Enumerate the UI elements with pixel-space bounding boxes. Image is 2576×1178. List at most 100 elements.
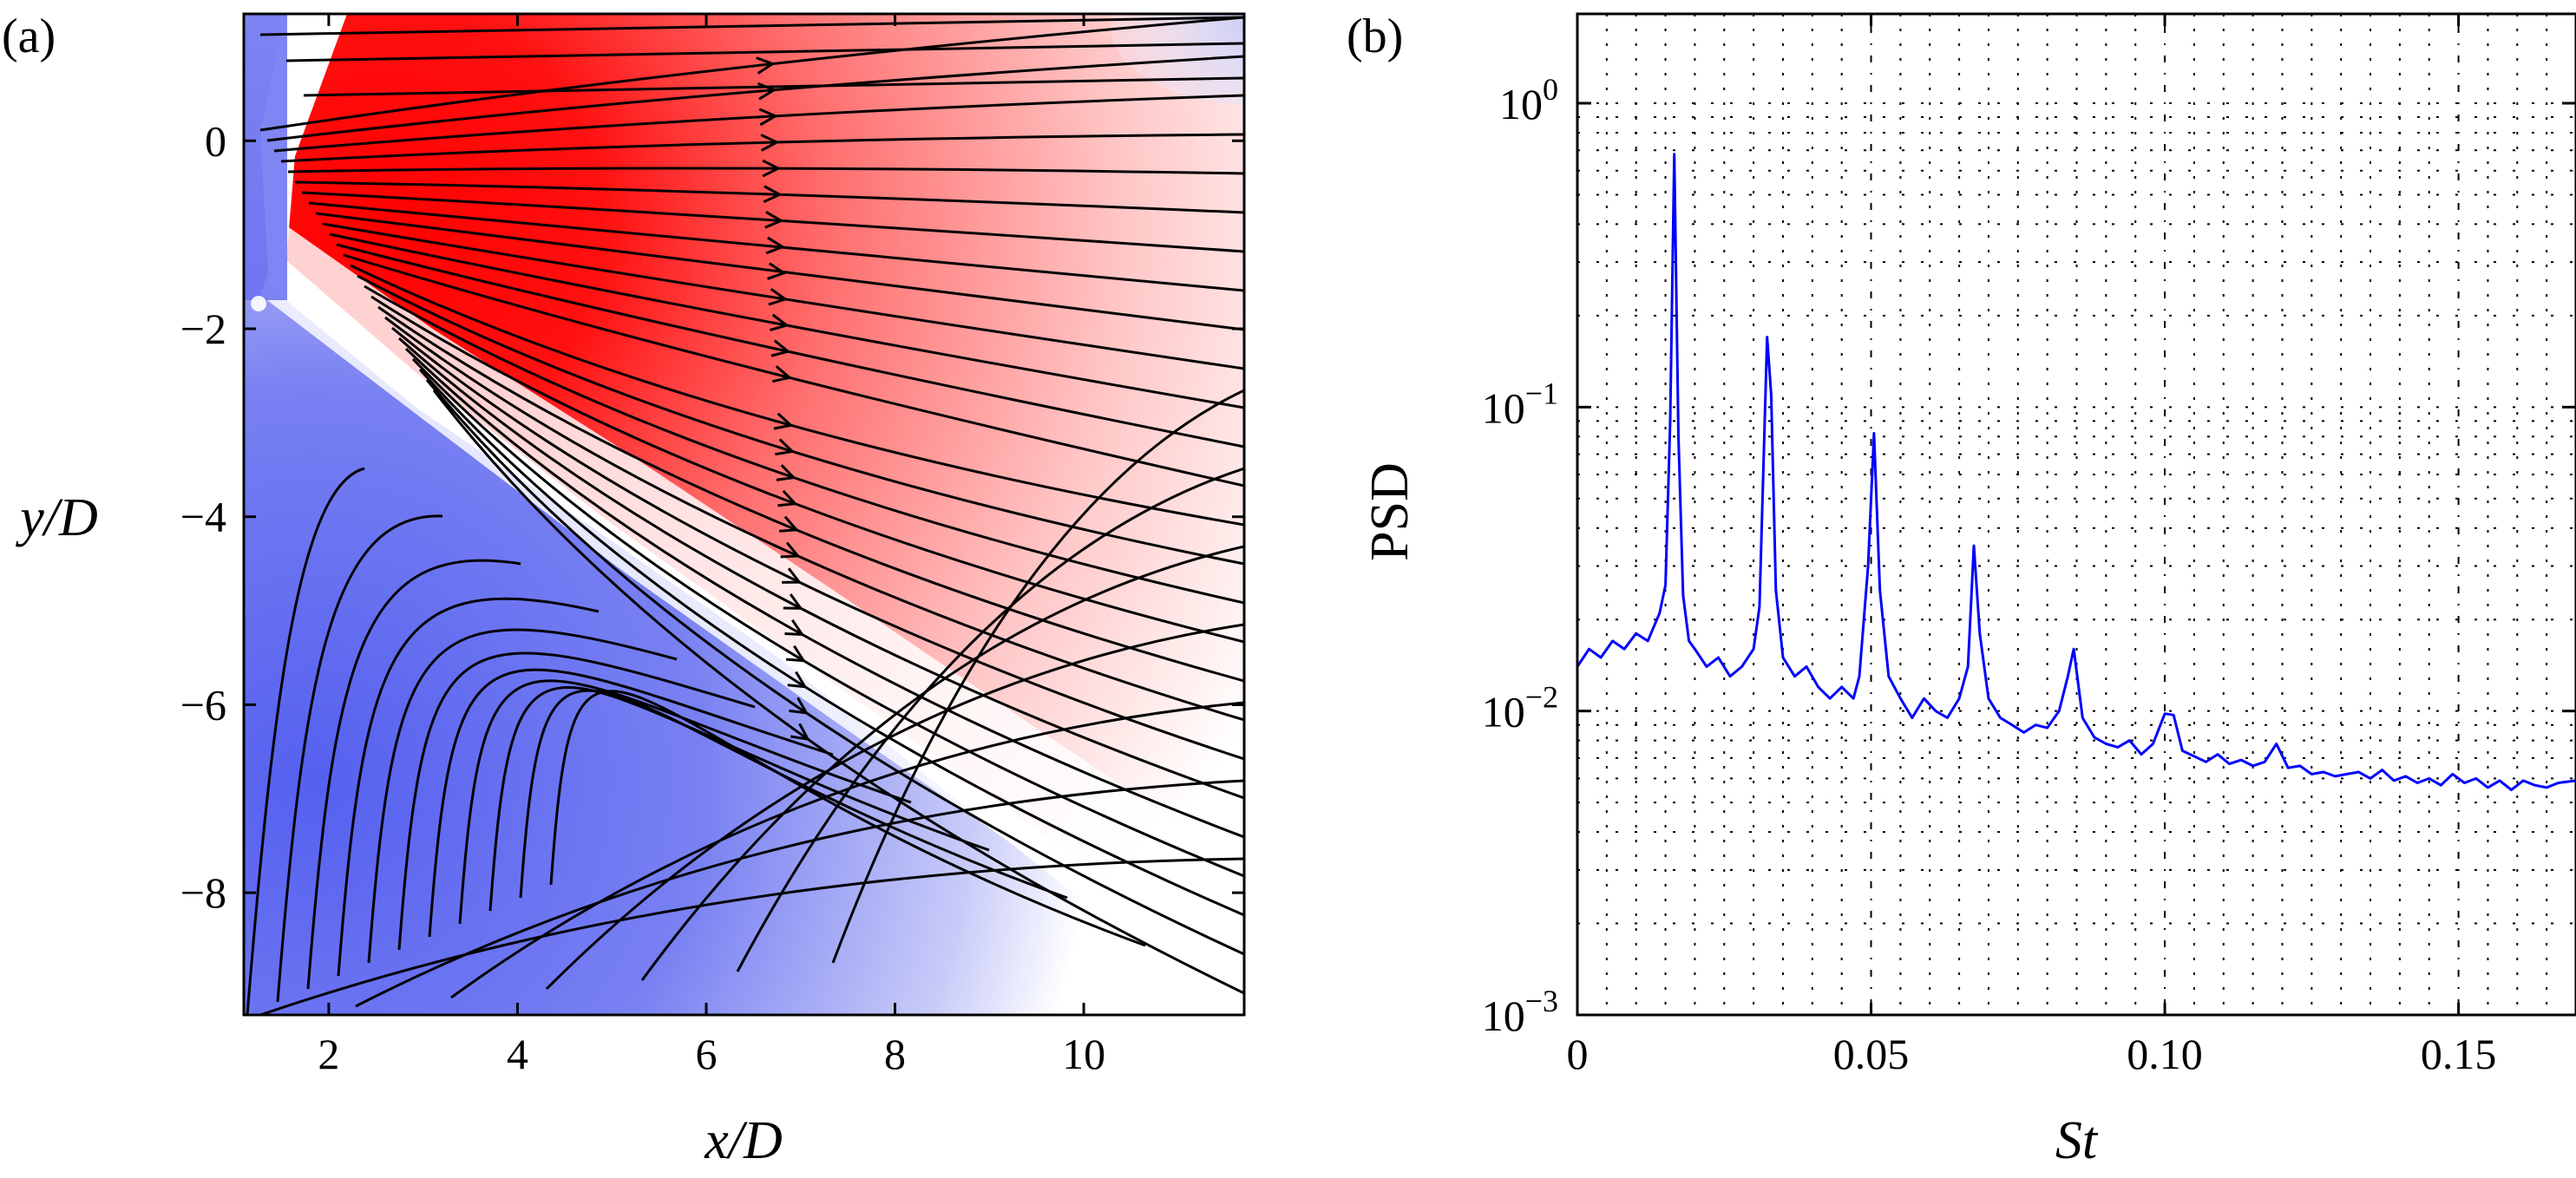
streamline [397, 337, 1244, 800]
streamline [391, 326, 1244, 761]
streamline [357, 274, 1244, 566]
streamline [308, 201, 1244, 292]
streamline-arrow [767, 262, 787, 280]
streamline-arrow [790, 723, 810, 741]
y-tick-label: 10−1 [1482, 376, 1558, 432]
streamline-arrow [758, 108, 779, 127]
streamline [285, 42, 1244, 62]
streamline [367, 628, 678, 964]
streamline [301, 191, 1244, 253]
streamline [259, 16, 1244, 132]
panel-b-label: (b) [1347, 10, 1403, 63]
streamline-arrow [771, 365, 793, 383]
streamline-arrow [785, 645, 807, 663]
streamline-arrow [777, 489, 798, 507]
y-tick-label: −2 [180, 304, 226, 353]
x-tick-label: 6 [695, 1030, 717, 1078]
streamline [432, 389, 1244, 995]
streamline [397, 651, 756, 951]
streamline-arrow [762, 159, 782, 178]
panel-b-x-ticks: 0 0.05 0.10 0.15 [1567, 14, 2497, 1078]
streamline [266, 55, 1244, 142]
streamline [384, 316, 1244, 722]
streamline [736, 467, 1244, 972]
x-tick-label: 8 [884, 1030, 906, 1078]
streamline [364, 285, 1244, 605]
streamline-arrow [789, 697, 810, 715]
streamline [336, 243, 1244, 448]
streamline [280, 133, 1244, 163]
streamline [337, 597, 600, 977]
streamline [273, 94, 1244, 153]
streamline-arrow [778, 515, 800, 533]
streamline [411, 357, 1244, 878]
streamline-arrow [782, 567, 803, 584]
y-tick-label: 10−2 [1482, 680, 1558, 736]
streamline-arrow [780, 541, 801, 559]
streamline [519, 689, 1068, 900]
y-tick-label: −4 [180, 493, 226, 541]
streamline-arrow [773, 412, 794, 430]
streamline [404, 347, 1244, 839]
streamline-arrow [764, 211, 784, 229]
streamline [350, 264, 1244, 527]
streamline [488, 686, 990, 912]
panel-a-y-axis-label: y/D [15, 488, 98, 547]
y-tick-label: −8 [180, 868, 226, 917]
streamline-arrow [776, 464, 797, 481]
negative-region [244, 14, 1244, 1015]
streamlines [246, 16, 1244, 1015]
panel-b-frame [1576, 12, 2576, 1017]
x-tick-label: 4 [507, 1030, 528, 1078]
streamline [418, 369, 1244, 917]
y-tick-label: 100 [1499, 72, 1558, 128]
panel-b-grid [1577, 14, 2576, 1015]
streamline [458, 679, 912, 925]
streamline [294, 180, 1244, 214]
panel-a-label: (a) [2, 10, 56, 63]
x-tick-label: 0.10 [2127, 1030, 2203, 1078]
streamline [428, 668, 834, 938]
streamline [545, 623, 1244, 991]
streamline [246, 467, 365, 1015]
panel-b-x-axis-label: St [2055, 1111, 2099, 1170]
streamline [276, 514, 443, 1003]
streamline [287, 167, 1244, 175]
streamline-arrow [770, 339, 791, 357]
streamline [259, 16, 1244, 36]
streamline-arrow [760, 134, 780, 152]
streamline-arrow [783, 593, 803, 610]
panel-b-y-ticks: 10−3 10−2 10−1 100 [1482, 72, 2576, 1040]
streamline-arrow [763, 185, 783, 204]
panel-a-x-axis-label: x/D [704, 1111, 783, 1170]
streamline [831, 389, 1244, 964]
panel-a-frame [242, 12, 1246, 1017]
streamline-arrow [757, 82, 777, 101]
panel-a-x-ticks: 2 4 6 8 10 [318, 14, 1105, 1078]
streamline [355, 779, 1244, 1008]
streamline [549, 690, 1146, 947]
streamline [425, 379, 1244, 956]
x-tick-label: 10 [1062, 1030, 1105, 1078]
streamline-arrow [784, 618, 805, 637]
panel-b-y-axis-label: PSD [1360, 462, 1419, 561]
streamline [322, 222, 1244, 370]
y-tick-label: 0 [205, 116, 226, 165]
psd-series-line [1577, 153, 2576, 792]
streamline-arrow [756, 56, 776, 75]
streamline [329, 232, 1244, 409]
streamline-arrow [769, 313, 790, 332]
streamline-arrow [775, 438, 796, 456]
x-tick-label: 0.15 [2421, 1030, 2497, 1078]
panel-a: 2 4 6 8 10 0 −2 −4 −6 −8 (a) x/D y/D [2, 10, 1246, 1170]
streamline [315, 212, 1244, 331]
panel-a-y-ticks: 0 −2 −4 −6 −8 [180, 116, 1244, 917]
x-tick-label: 0.05 [1833, 1030, 1910, 1078]
x-tick-label: 0 [1567, 1030, 1589, 1078]
y-tick-label: 10−3 [1482, 984, 1558, 1040]
y-tick-label: −6 [180, 680, 226, 729]
contour-field [244, 14, 1244, 1015]
streamline [343, 253, 1244, 488]
streamline [450, 701, 1244, 999]
